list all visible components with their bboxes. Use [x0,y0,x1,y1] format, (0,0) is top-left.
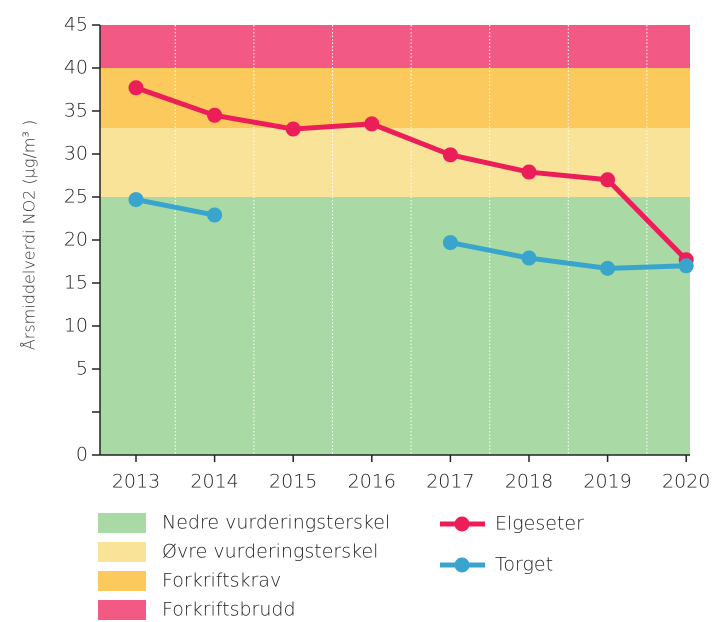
y-tick-label: 15 [64,272,88,294]
data-point [128,192,144,208]
data-point [364,116,380,132]
legend-label: Torget [495,554,553,576]
legend-swatch [98,513,146,533]
y-tick-label: 10 [64,315,88,337]
x-tick-label: 2016 [348,471,396,493]
y-tick-label: 0 [76,444,88,466]
data-point [521,250,537,266]
legend-marker [454,557,470,573]
y-tick-label: 25 [64,186,88,208]
x-tick-label: 2018 [505,471,553,493]
legend-label: Forkriftskrav [162,570,281,592]
y-tick-label: 35 [64,100,88,122]
y-tick-label: 20 [64,229,88,251]
threshold-band [100,197,690,455]
data-point [128,80,144,96]
data-point [207,207,223,223]
x-tick-label: 2014 [190,471,238,493]
legend-swatch [98,542,146,562]
legend-label: Elgeseter [495,513,584,535]
data-point [521,164,537,180]
threshold-band [100,128,690,197]
y-tick-label: 5 [76,358,88,380]
x-tick-label: 2019 [583,471,631,493]
data-point [678,258,694,274]
x-tick-label: 2015 [269,471,317,493]
y-axis-label: Årsmiddelverdi NO2 (µg/m³ ) [20,120,39,350]
legend-swatch [98,571,146,591]
x-tick-label: 2017 [426,471,474,493]
y-tick-label: 45 [64,14,88,36]
x-tick-label: 2013 [112,471,160,493]
data-point [442,235,458,251]
data-point [285,121,301,137]
legend-label: Øvre vurderingsterskel [162,541,378,563]
legend-label: Forkriftsbrudd [162,599,296,621]
y-tick-label: 40 [64,57,88,79]
y-tick-label: 30 [64,143,88,165]
legend-label: Nedre vurderingsterskel [162,512,390,534]
series-line [449,240,687,271]
series-line [135,85,688,262]
threshold-band [100,68,690,129]
data-point [600,172,616,188]
data-point [207,107,223,123]
threshold-band [100,25,690,68]
data-point [600,260,616,276]
series-line [135,197,216,218]
legend-swatch [98,600,146,620]
data-point [442,147,458,163]
x-tick-label: 2020 [662,471,710,493]
legend-marker [454,516,470,532]
